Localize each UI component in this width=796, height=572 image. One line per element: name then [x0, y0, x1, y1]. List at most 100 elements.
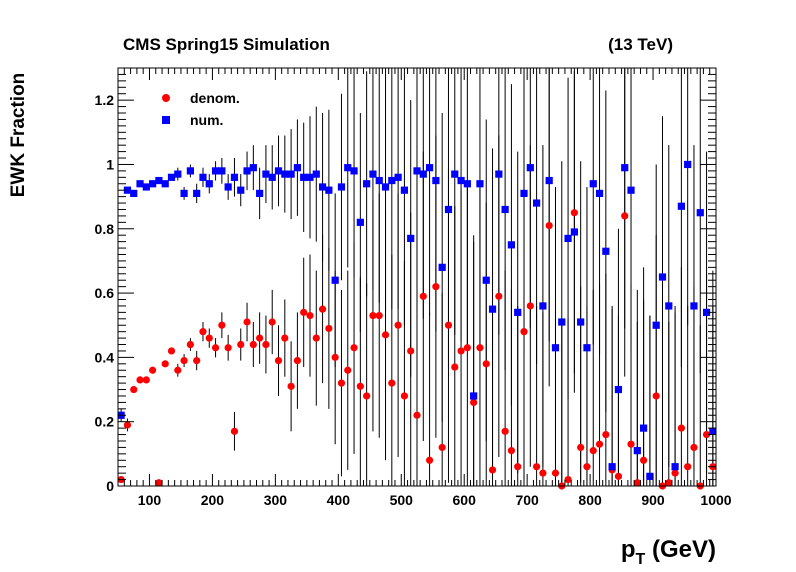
point-denom — [507, 447, 516, 455]
point-denom — [167, 347, 176, 355]
point-num — [677, 202, 685, 210]
x-axis-label-sub: T — [636, 551, 646, 568]
x-tick-label: 200 — [201, 492, 225, 508]
point-num — [218, 167, 226, 175]
point-num — [350, 167, 358, 175]
point-denom — [495, 292, 503, 300]
point-num — [369, 170, 377, 178]
point-denom — [589, 447, 597, 455]
point-num — [425, 164, 434, 172]
x-tick-label: 100 — [138, 492, 162, 508]
point-denom — [230, 427, 239, 435]
point-num — [621, 164, 629, 172]
point-denom — [281, 334, 289, 342]
point-num — [388, 176, 396, 185]
point-denom — [684, 463, 692, 471]
point-denom — [136, 376, 144, 384]
point-num — [180, 189, 188, 197]
point-denom — [356, 382, 364, 390]
point-num — [570, 228, 578, 236]
point-denom — [180, 357, 188, 365]
point-num — [684, 160, 692, 169]
point-denom — [457, 347, 465, 355]
point-num — [205, 180, 213, 188]
point-denom — [400, 392, 409, 400]
point-num — [211, 167, 220, 175]
point-denom — [488, 466, 497, 474]
legend-label-denom: denom. — [190, 90, 240, 106]
point-denom — [306, 311, 314, 320]
point-denom — [300, 308, 308, 316]
point-num — [237, 186, 245, 194]
point-denom — [337, 379, 346, 387]
point-num — [696, 209, 704, 217]
point-denom — [451, 363, 459, 371]
x-tick-label: 800 — [578, 492, 602, 508]
point-denom — [463, 344, 471, 352]
point-num — [274, 167, 283, 175]
point-denom — [318, 305, 327, 313]
point-num — [136, 180, 144, 188]
point-num — [167, 173, 176, 181]
point-num — [702, 308, 711, 316]
x-axis-label-main: p — [621, 536, 636, 563]
point-denom — [350, 344, 358, 352]
x-tick-label: 400 — [327, 492, 351, 508]
point-denom — [237, 340, 245, 349]
point-denom — [570, 209, 578, 217]
point-denom — [149, 366, 157, 374]
y-tick-label: 0.2 — [95, 414, 115, 430]
point-denom — [123, 421, 132, 429]
point-denom — [671, 469, 679, 477]
point-num — [690, 302, 698, 310]
point-num — [199, 173, 207, 181]
point-denom — [702, 430, 711, 439]
point-num — [495, 170, 503, 178]
point-denom — [205, 334, 213, 342]
point-denom — [665, 479, 673, 487]
point-num — [174, 170, 182, 178]
point-num — [149, 180, 157, 188]
x-tick-label: 300 — [264, 492, 288, 508]
point-denom — [161, 360, 169, 368]
chart-title-left: CMS Spring15 Simulation — [123, 35, 330, 54]
point-num — [243, 167, 251, 175]
point-denom — [369, 311, 377, 320]
point-num — [438, 263, 446, 271]
point-num — [331, 276, 339, 284]
legend-marker-num — [162, 116, 170, 124]
point-denom — [249, 340, 257, 349]
point-num — [432, 176, 440, 185]
point-denom — [155, 479, 163, 487]
point-denom — [627, 440, 635, 448]
point-num — [476, 180, 484, 188]
point-num — [589, 180, 597, 188]
point-denom — [476, 344, 484, 352]
point-num — [281, 170, 289, 178]
point-num — [300, 173, 308, 181]
point-num — [224, 183, 232, 191]
point-num — [193, 189, 201, 197]
point-denom — [564, 475, 572, 484]
point-denom — [256, 334, 264, 342]
point-num — [507, 241, 516, 249]
point-denom — [640, 456, 648, 464]
data-points — [117, 160, 717, 490]
legend-marker-denom — [162, 94, 170, 102]
point-num — [318, 183, 327, 191]
plot-frame — [117, 67, 717, 487]
point-num — [482, 276, 490, 284]
point-num — [595, 189, 604, 197]
point-num — [130, 189, 138, 197]
point-num — [614, 385, 623, 394]
y-tick-label: 1.2 — [95, 92, 115, 108]
point-num — [363, 180, 371, 188]
point-num — [646, 472, 654, 480]
point-num — [287, 170, 295, 178]
point-denom — [142, 376, 150, 384]
point-num — [558, 318, 566, 326]
point-denom — [274, 357, 283, 365]
legend-label-num: num. — [190, 112, 223, 128]
point-denom — [438, 443, 446, 452]
